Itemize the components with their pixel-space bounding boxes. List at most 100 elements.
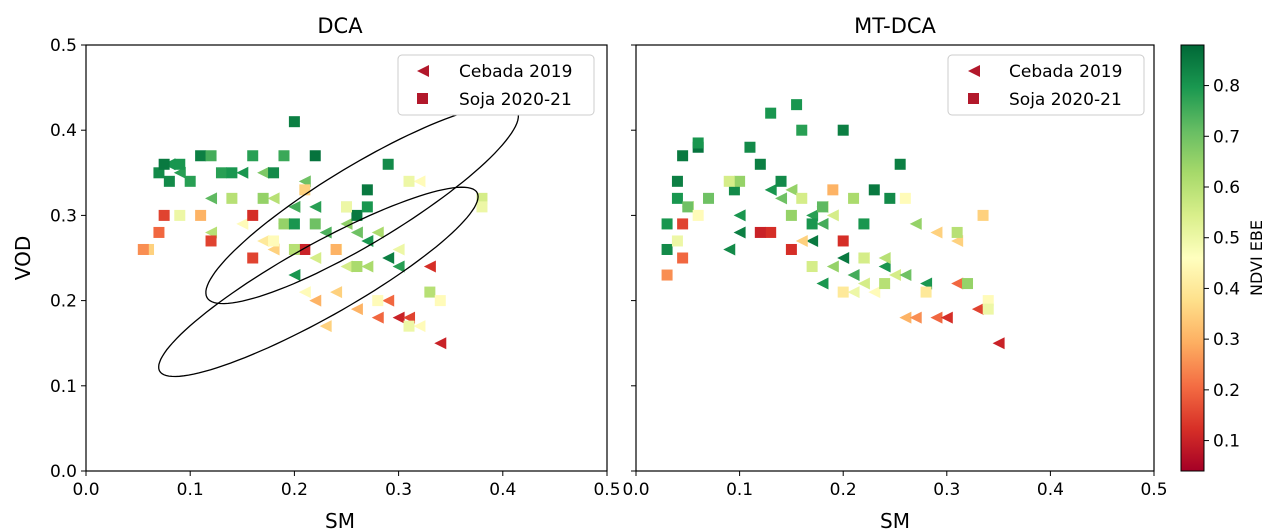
mt-dca-point-soja <box>775 175 787 187</box>
dca-x-axis-title: SM <box>325 509 355 530</box>
colorbar-tick-label: 0.5 <box>1213 229 1240 249</box>
mt-dca-x-axis-title: SM <box>880 509 910 530</box>
mt-dca-point-soja <box>837 286 849 298</box>
dca-point-cebada <box>205 192 218 205</box>
dca-point-cebada <box>236 166 249 179</box>
dca-point-cebada <box>319 320 332 333</box>
mt-dca-point-cebada <box>909 217 922 230</box>
dca-legend-marker-soja <box>417 93 428 104</box>
dca-point-soja <box>361 184 373 196</box>
dca-point-cebada <box>371 226 384 239</box>
mt-dca-point-soja <box>837 124 849 136</box>
mt-dca-point-soja <box>671 192 683 204</box>
mt-dca-point-cebada <box>733 209 746 222</box>
dca-point-soja <box>278 218 290 230</box>
colorbar-gradient <box>1180 44 1205 472</box>
dca-legend-label-cebada: Cebada 2019 <box>459 62 572 82</box>
dca-x-tick-label: 0.0 <box>72 480 99 500</box>
mt-dca-point-cebada <box>951 277 964 290</box>
dca-point-soja <box>153 226 165 238</box>
mt-dca-point-cebada <box>857 277 870 290</box>
mt-dca-point-soja <box>677 218 689 230</box>
mt-dca-point-soja <box>785 243 797 255</box>
dca-point-cebada <box>434 337 447 350</box>
dca-x-tick-label: 0.5 <box>593 480 620 500</box>
mt-dca-point-soja <box>661 243 673 255</box>
dca-point-soja <box>174 209 186 221</box>
mt-dca-point-soja <box>796 192 808 204</box>
dca-x-tick-label: 0.1 <box>177 480 204 500</box>
mt-dca-point-cebada <box>847 286 860 299</box>
dca-legend-marker-cebada <box>417 65 429 77</box>
dca-point-soja <box>309 150 321 162</box>
mt-dca-point-cebada <box>775 192 788 205</box>
colorbar-tick-label: 0.4 <box>1213 279 1240 299</box>
mt-dca-point-soja <box>827 184 839 196</box>
dca-point-cebada <box>288 200 301 213</box>
mt-dca-point-soja <box>765 226 777 238</box>
mt-dca-legend-marker-cebada <box>968 65 980 77</box>
mt-dca-point-cebada <box>920 277 933 290</box>
dca-point-soja <box>226 167 238 179</box>
dca-x-tick-label: 0.4 <box>489 480 516 500</box>
dca-point-soja <box>341 201 352 213</box>
dca-point-cebada <box>423 260 436 273</box>
dca-point-soja <box>299 243 311 255</box>
dca-point-cebada <box>267 192 280 205</box>
mt-dca-point-cebada <box>806 234 819 247</box>
dca-ellipse-1 <box>205 104 520 305</box>
mt-dca-point-soja <box>765 107 777 119</box>
dca-point-cebada <box>288 269 301 282</box>
dca-point-soja <box>382 158 394 170</box>
dca-point-soja <box>288 116 300 128</box>
mt-dca-point-soja <box>806 218 818 230</box>
mt-dca-point-soja <box>661 218 673 230</box>
dca-point-soja <box>205 150 217 162</box>
mt-dca-x-tick-label: 0.5 <box>1140 480 1167 500</box>
mt-dca-legend: Cebada 2019 Soja 2020-21 <box>947 54 1145 116</box>
dca-point-cebada <box>173 166 186 179</box>
dca-point-cebada <box>309 294 322 307</box>
dca-point-cebada <box>298 286 311 299</box>
dca-point-soja <box>247 150 259 162</box>
mt-dca-point-cebada <box>878 252 891 264</box>
dca-point-soja <box>372 295 384 307</box>
dca-y-tick-label: 0.1 <box>50 377 77 397</box>
mt-dca-point-soja <box>754 226 766 238</box>
dca-point-cebada <box>205 226 218 239</box>
mt-dca-point-soja <box>754 158 766 170</box>
dca-point-cebada <box>413 320 426 333</box>
mt-dca-point-cebada <box>930 226 943 239</box>
dca-y-tick-label: 0.3 <box>50 206 77 226</box>
mt-dca-point-cebada <box>951 234 964 247</box>
mt-dca-point-soja <box>796 124 808 136</box>
mt-dca-point-soja <box>806 261 818 273</box>
dca-point-soja <box>351 209 363 221</box>
dca-point-cebada <box>267 243 280 256</box>
dca-point-soja <box>205 235 217 247</box>
mt-dca-point-soja <box>837 235 849 247</box>
mt-dca-point-soja <box>728 184 740 196</box>
dca-point-soja <box>288 218 300 230</box>
mt-dca-y-axis <box>631 44 636 472</box>
mt-dca-point-soja <box>671 175 683 187</box>
mt-dca-point-soja <box>734 175 746 187</box>
mt-dca-point-soja <box>671 235 683 247</box>
mt-dca-legend-label-soja: Soja 2020-21 <box>1009 90 1122 110</box>
dca-point-soja <box>247 209 259 221</box>
colorbar-label: NDVI EBE <box>1247 220 1266 296</box>
colorbar-tick-label: 0.8 <box>1213 77 1240 97</box>
dca-point-soja <box>226 192 238 204</box>
dca-point-cebada <box>350 226 363 239</box>
mt-dca-point-cebada <box>806 209 819 222</box>
mt-dca-point-cebada <box>992 337 1005 350</box>
dca-point-cebada <box>309 200 322 213</box>
colorbar-tick-label: 0.2 <box>1213 381 1240 401</box>
dca-point-cebada <box>382 252 395 264</box>
colorbar-tick-label: 0.1 <box>1213 432 1240 452</box>
dca-point-cebada <box>236 217 249 230</box>
mt-dca-point-soja <box>848 192 860 204</box>
mt-dca-point-soja <box>894 158 906 170</box>
mt-dca-point-soja <box>677 252 689 264</box>
mt-dca-point-soja <box>744 141 756 153</box>
